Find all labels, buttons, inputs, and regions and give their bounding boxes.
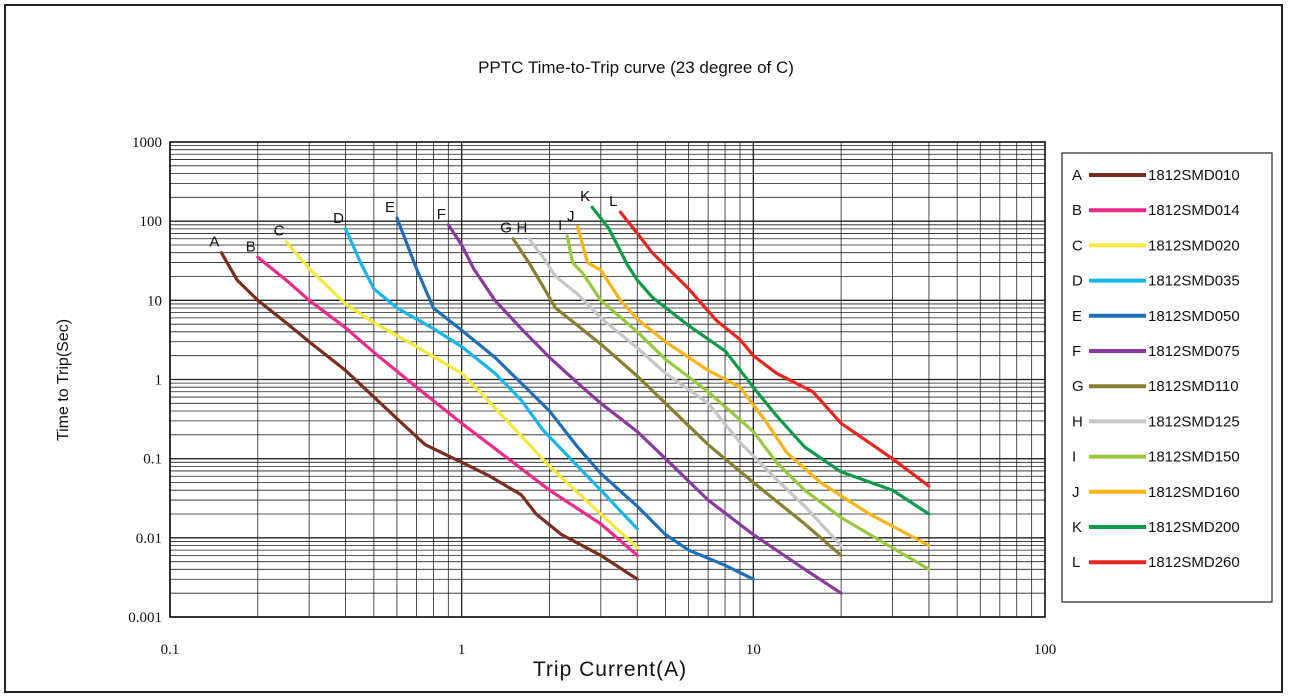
legend-letter: L xyxy=(1072,554,1080,571)
curves: A B C D E F G H IJK L xyxy=(209,188,931,595)
legend-series-name: 1812SMD010 xyxy=(1148,167,1240,184)
legend-letter: K xyxy=(1072,519,1082,536)
y-tick-label: 0.01 xyxy=(136,531,162,547)
curve-g xyxy=(511,237,843,557)
legend-item: E 1812SMD050 xyxy=(1072,308,1240,325)
curve-label-j: J xyxy=(567,208,575,225)
y-tick-label: 0.001 xyxy=(128,610,162,626)
curve-a xyxy=(219,251,639,581)
curve-label-a: A xyxy=(209,234,219,251)
legend-item: B 1812SMD014 xyxy=(1072,202,1240,219)
curve-label-b: B xyxy=(246,238,256,255)
curve-label-k: K xyxy=(580,188,590,205)
legend-letter: F xyxy=(1072,343,1081,360)
curve-j xyxy=(576,225,931,548)
y-tick-label: 1000 xyxy=(132,135,162,151)
curve-label-d: D xyxy=(333,210,344,227)
legend-series-name: 1812SMD110 xyxy=(1148,378,1239,395)
legend-series-name: 1812SMD160 xyxy=(1148,484,1240,501)
legend: A 1812SMD010 B 1812SMD014 C 1812SMD020 D 1812SM… xyxy=(1061,152,1273,603)
curve-h xyxy=(527,237,843,548)
x-tick-label: 100 xyxy=(1034,642,1057,658)
curve-label-e: E xyxy=(385,199,395,216)
legend-item: H 1812SMD125 xyxy=(1072,413,1240,430)
legend-series-name: 1812SMD200 xyxy=(1148,519,1240,536)
curve-f xyxy=(446,223,843,595)
curve-b xyxy=(256,255,639,557)
y-tick-label: 1 xyxy=(155,373,163,389)
legend-series-name: 1812SMD035 xyxy=(1148,273,1240,290)
legend-item: A 1812SMD010 xyxy=(1072,167,1240,184)
legend-series-name: 1812SMD020 xyxy=(1148,237,1240,254)
y-tick-label: 10 xyxy=(147,293,162,309)
legend-item: D 1812SMD035 xyxy=(1072,273,1240,290)
y-tick-label: 0.1 xyxy=(143,452,162,468)
legend-series-name: 1812SMD260 xyxy=(1148,554,1240,571)
legend-letter: G xyxy=(1072,378,1084,395)
curve-k xyxy=(590,205,931,516)
legend-series-name: 1812SMD125 xyxy=(1148,413,1240,430)
curve-label-f: F xyxy=(437,206,446,223)
legend-letter: E xyxy=(1072,308,1082,325)
legend-letter: D xyxy=(1072,273,1083,290)
legend-series-name: 1812SMD050 xyxy=(1148,308,1240,325)
legend-item: G 1812SMD110 xyxy=(1072,378,1239,395)
legend-item: K 1812SMD200 xyxy=(1072,519,1240,536)
legend-item: I 1812SMD150 xyxy=(1072,449,1240,466)
legend-item: C 1812SMD020 xyxy=(1072,237,1240,254)
plot-grid xyxy=(169,141,1046,618)
legend-letter: I xyxy=(1072,449,1076,466)
curve-e xyxy=(395,216,755,581)
legend-series-name: 1812SMD150 xyxy=(1148,449,1240,466)
legend-item: J 1812SMD160 xyxy=(1072,484,1240,501)
curve-l xyxy=(618,210,931,488)
legend-letter: J xyxy=(1072,484,1080,501)
curve-label-h: H xyxy=(516,220,527,237)
x-axis-label: Trip Current(A) xyxy=(533,658,687,681)
legend-letter: A xyxy=(1072,167,1082,184)
chart-title: PPTC Time-to-Trip curve (23 degree of C) xyxy=(478,58,794,77)
legend-series-name: 1812SMD075 xyxy=(1148,343,1240,360)
legend-letter: C xyxy=(1072,237,1083,254)
curve-c xyxy=(284,240,639,550)
curve-label-i: I xyxy=(558,217,562,234)
x-tick-label: 1 xyxy=(458,642,466,658)
curve-label-g: G xyxy=(500,220,512,237)
legend-letter: H xyxy=(1072,413,1083,430)
y-axis-label: Time to Trip(Sec) xyxy=(55,319,72,441)
x-tick-label: 0.1 xyxy=(161,642,180,658)
axis-ticks: 0.1 1 10 100 1000 100 10 1 0.1 0.01 0.001 xyxy=(128,135,1056,658)
curve-label-l: L xyxy=(609,193,617,210)
legend-letter: B xyxy=(1072,202,1082,219)
curve-label-c: C xyxy=(274,223,285,240)
legend-item: L 1812SMD260 xyxy=(1072,554,1240,571)
legend-item: F 1812SMD075 xyxy=(1072,343,1240,360)
curve-d xyxy=(344,227,639,531)
legend-series-name: 1812SMD014 xyxy=(1148,202,1240,219)
x-tick-label: 10 xyxy=(746,642,761,658)
curve-i xyxy=(565,234,931,571)
plot-border xyxy=(169,141,1046,618)
y-tick-label: 100 xyxy=(140,214,163,230)
